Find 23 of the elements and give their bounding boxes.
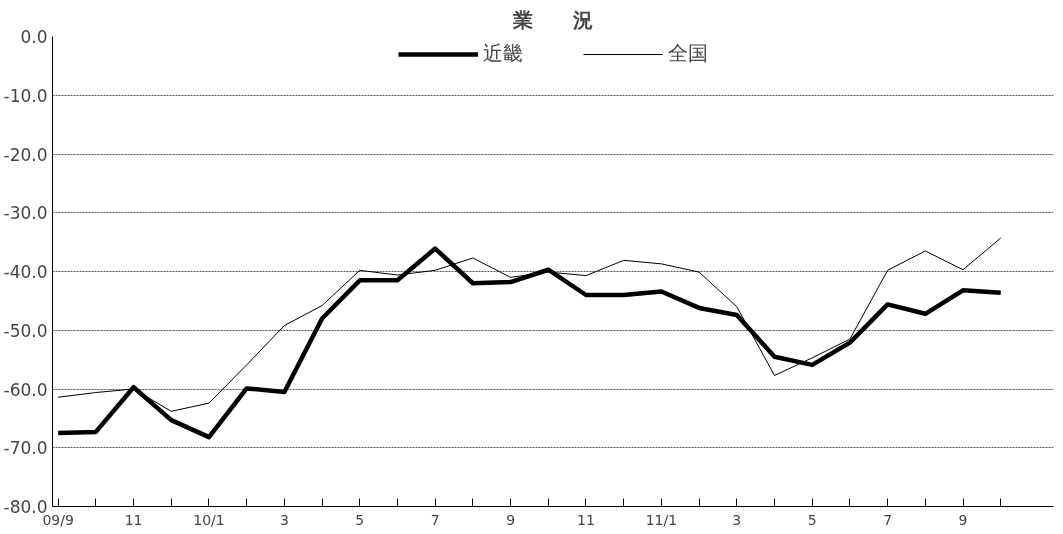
x-tick-label: 9 xyxy=(958,511,968,528)
y-tick-label: -20.0 xyxy=(3,144,48,165)
legend-label: 全国 xyxy=(667,40,708,67)
x-tick-label: 7 xyxy=(430,511,440,528)
y-tick-label: -10.0 xyxy=(3,85,48,106)
y-tick-label: -70.0 xyxy=(3,438,48,459)
x-tick-label: 11 xyxy=(124,511,143,528)
x-tick-label: 3 xyxy=(732,511,742,528)
x-tick-label: 5 xyxy=(807,511,817,528)
x-tick-label: 3 xyxy=(279,511,289,528)
chart-title: 業 況 xyxy=(512,7,593,32)
legend-label: 近畿 xyxy=(482,40,523,67)
x-tick-label: 11 xyxy=(577,511,595,528)
y-tick-label: -40.0 xyxy=(3,262,48,282)
y-tick-label: -60.0 xyxy=(3,379,48,400)
y-tick-label: -30.0 xyxy=(3,203,48,224)
x-tick-label: 11/1 xyxy=(645,511,678,528)
y-tick-label: -50.0 xyxy=(3,320,48,341)
x-tick-label: 10/1 xyxy=(193,511,225,528)
x-tick-label: 9 xyxy=(506,511,516,528)
y-tick-label: 0.0 xyxy=(20,27,48,47)
x-tick-label: 5 xyxy=(355,511,365,528)
x-tick-label: 7 xyxy=(883,511,893,528)
